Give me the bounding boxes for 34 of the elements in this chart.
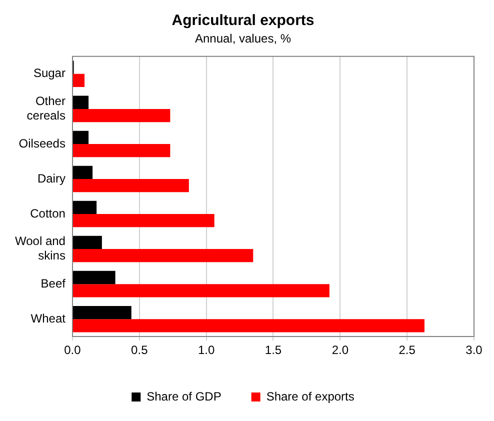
bar xyxy=(72,96,89,109)
bar xyxy=(72,108,170,122)
bar xyxy=(72,178,189,192)
y-tick-label: Dairy xyxy=(37,171,66,186)
x-tick-label: 1.0 xyxy=(198,343,215,358)
bar xyxy=(72,236,102,250)
bar xyxy=(72,270,116,284)
chart-subtitle: Annual, values, % xyxy=(194,32,292,46)
bar xyxy=(72,144,170,158)
y-tick-label: Other cereals xyxy=(26,94,66,122)
legend-label: Share of exports xyxy=(266,389,354,404)
x-tick-label: 3.0 xyxy=(466,343,483,358)
bar xyxy=(72,249,254,262)
bar xyxy=(72,166,93,179)
y-tick-label: Cotton xyxy=(30,206,66,220)
bar xyxy=(72,200,97,214)
bar xyxy=(72,319,424,332)
x-tick-label: 0.0 xyxy=(64,343,82,358)
x-tick-label: 2.5 xyxy=(398,343,416,358)
x-tick-label: 1.5 xyxy=(264,343,282,358)
bar xyxy=(72,284,330,298)
x-tick-label: 0.5 xyxy=(131,343,148,358)
chart-title: Agricultural exports xyxy=(172,12,314,30)
bar xyxy=(72,130,89,144)
y-tick-label: Wool and skins xyxy=(14,234,66,263)
y-tick-label: Wheat xyxy=(30,311,66,326)
y-tick-label: Sugar xyxy=(33,66,66,80)
x-tick-label: 2.0 xyxy=(332,343,349,358)
bar xyxy=(72,214,214,228)
y-tick-label: Oilseeds xyxy=(18,136,66,150)
bar xyxy=(72,306,132,320)
bar xyxy=(72,74,85,88)
y-tick-label: Beef xyxy=(40,276,66,290)
legend-label: Share of GDP xyxy=(146,389,222,404)
